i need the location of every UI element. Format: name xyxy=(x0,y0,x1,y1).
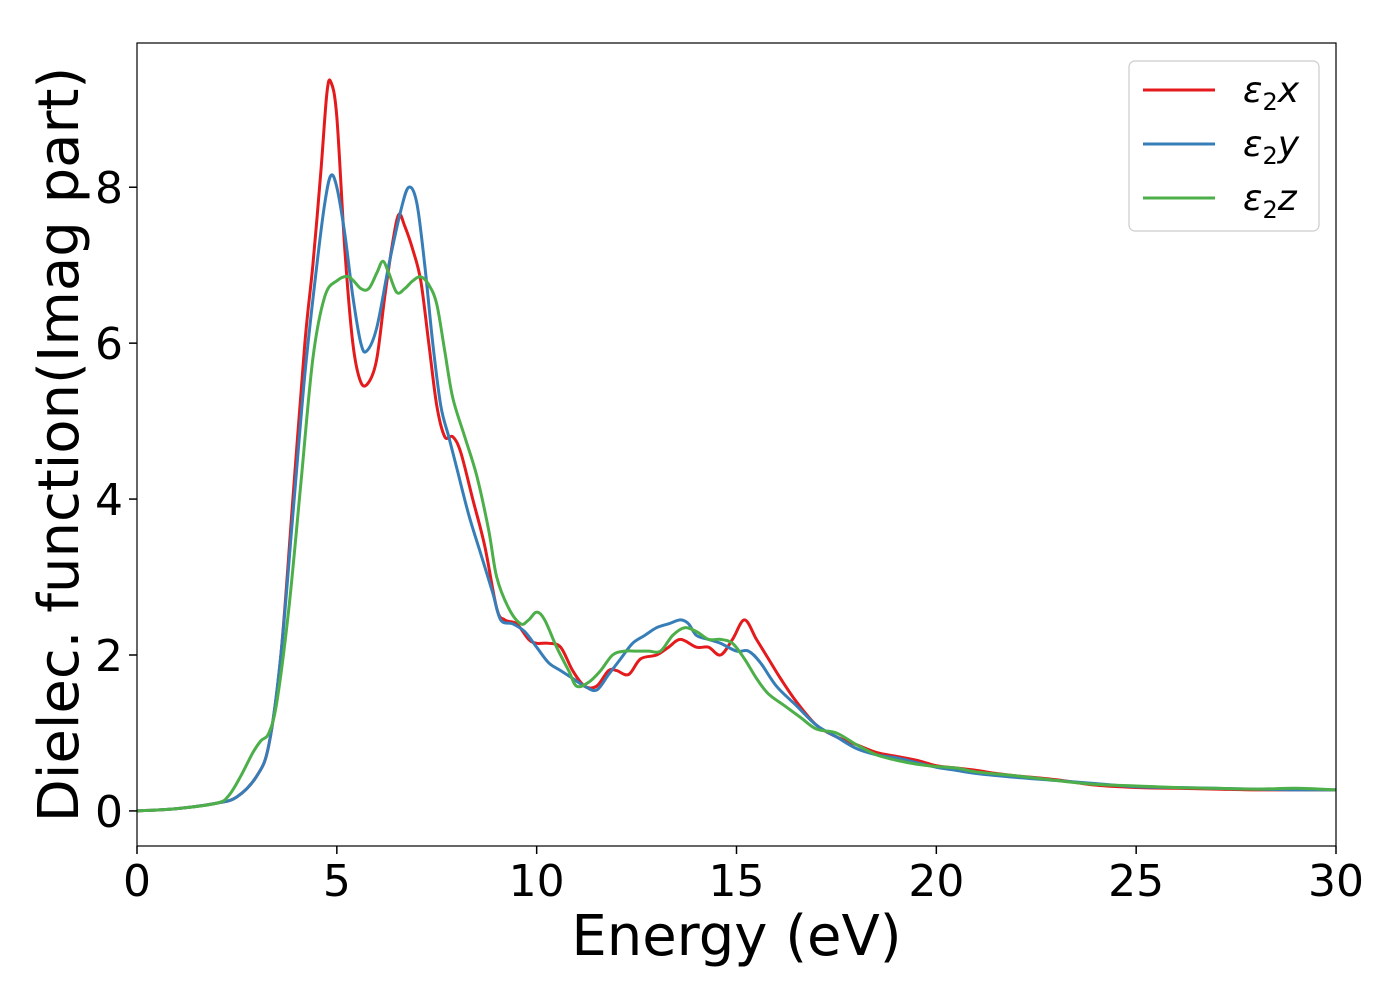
x-tick-label: 10 xyxy=(509,856,565,907)
x-tick-label: 15 xyxy=(709,856,765,907)
series-line-x xyxy=(137,78,1336,813)
plot-lines xyxy=(137,78,1336,813)
x-tick-label: 5 xyxy=(323,856,351,907)
legend-label-base: ε xyxy=(1243,124,1262,165)
legend-label-subscript: 2 xyxy=(1262,196,1277,224)
legend-label-base: ε xyxy=(1243,70,1262,111)
legend-box xyxy=(1128,60,1320,232)
y-tick-label: 4 xyxy=(95,475,123,526)
series-line-y xyxy=(137,173,1336,813)
series-line-z xyxy=(137,259,1336,813)
x-tick-label: 20 xyxy=(908,856,964,907)
x-axis-title: Energy (eV) xyxy=(571,904,901,969)
legend-label-x: ε2x xyxy=(1243,70,1300,116)
legend-label-tail: x xyxy=(1277,70,1300,111)
y-tick-label: 2 xyxy=(95,631,123,682)
legend-label-tail: y xyxy=(1277,124,1300,165)
y-tick-label: 6 xyxy=(95,319,123,370)
legend-label-subscript: 2 xyxy=(1262,88,1277,116)
y-tick-label: 8 xyxy=(95,163,123,214)
legend-label-tail: z xyxy=(1277,178,1298,219)
legend-label-base: ε xyxy=(1243,178,1262,219)
y-tick-label: 0 xyxy=(95,787,123,838)
x-tick-label: 25 xyxy=(1108,856,1164,907)
legend-label-y: ε2y xyxy=(1243,124,1300,170)
y-axis-title: Dielec. function(Imag part) xyxy=(27,67,92,823)
y-axis-ticks: 0 2 4 6 8 xyxy=(95,163,137,838)
x-tick-label: 30 xyxy=(1308,856,1364,907)
x-axis-ticks: 0 5 10 15 20 25 30 xyxy=(123,846,1364,907)
x-tick-label: 0 xyxy=(123,856,151,907)
legend-label-z: ε2z xyxy=(1243,178,1298,224)
legend-label-subscript: 2 xyxy=(1262,142,1277,170)
